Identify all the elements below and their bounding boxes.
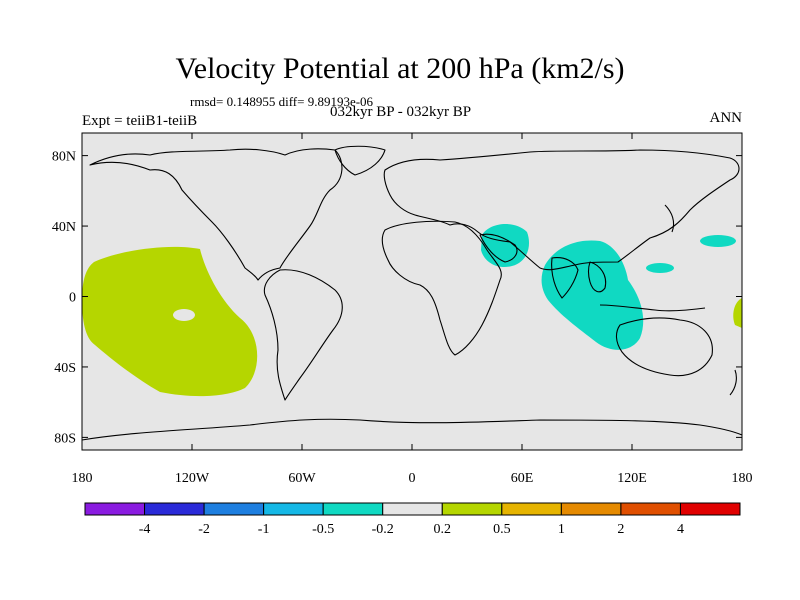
lat-tick-label: 40S (54, 361, 76, 376)
lat-tick-label: 0 (69, 291, 76, 306)
colorbar-swatch (560, 502, 622, 516)
colorbar-label: -2 (198, 522, 210, 537)
coast-southeast-asia (587, 261, 607, 293)
lon-tick-label: 60W (288, 471, 316, 486)
negative-anomaly-arabia (481, 224, 530, 268)
coast-indonesia (599, 304, 706, 312)
period-label: 032kyr BP - 032kyr BP (330, 104, 472, 120)
coast-south-america (263, 269, 343, 401)
colorbar-label: -0.2 (372, 522, 394, 537)
chart-title: Velocity Potential at 200 hPa (km2/s) (175, 52, 625, 85)
colorbar: -4 -2 -1 -0.5 -0.2 0.2 0.5 1 2 4 (84, 502, 741, 537)
negative-anomaly-north-pacific (700, 235, 736, 247)
lon-tick-label: 0 (409, 471, 416, 486)
coast-australia (615, 317, 713, 377)
negative-anomaly-indian-ocean (541, 240, 644, 350)
positive-anomaly-pacific (82, 246, 258, 397)
colorbar-label: 2 (617, 522, 624, 537)
pacific-hole (173, 309, 195, 321)
latitude-axis: 80N 40N 0 40S 80S (52, 150, 742, 446)
positive-anomaly-dateline (733, 298, 742, 328)
colorbar-swatch (322, 502, 384, 516)
coast-antarctica (82, 418, 742, 441)
stats-line: rmsd= 0.148955 diff= 9.89193e-06 (190, 94, 374, 109)
coast-africa (381, 220, 502, 356)
season-label: ANN (709, 110, 743, 126)
colorbar-label: -0.5 (312, 522, 334, 537)
longitude-axis: 180 120W 60W 0 60E 120E 180 (72, 133, 753, 486)
colorbar-swatch (501, 502, 562, 516)
coast-greenland (334, 145, 386, 176)
colorbar-label: -1 (258, 522, 270, 537)
colorbar-swatch (679, 502, 741, 516)
colorbar-swatch (203, 502, 265, 516)
coast-india (551, 257, 579, 299)
coast-arabia (479, 233, 518, 263)
colorbar-swatch (441, 502, 503, 516)
colorbar-label: 4 (677, 522, 684, 537)
lon-tick-label: 180 (732, 471, 753, 486)
colorbar-swatch (263, 502, 324, 516)
lon-tick-label: 60E (511, 471, 534, 486)
coast-north-america (89, 148, 343, 281)
colorbar-swatch (382, 502, 443, 516)
lon-tick-label: 120W (175, 471, 210, 486)
colorbar-swatch (620, 502, 681, 516)
coast-europe-asia (383, 149, 740, 271)
colorbar-label: 0.2 (434, 522, 452, 537)
colorbar-label: 0.5 (493, 522, 511, 537)
colorbar-label: -4 (139, 522, 151, 537)
lon-tick-label: 180 (72, 471, 93, 486)
colorbar-swatch (144, 502, 205, 516)
lat-tick-label: 40N (52, 220, 76, 235)
colorbar-swatch (84, 502, 146, 516)
lon-tick-label: 120E (617, 471, 647, 486)
colorbar-label: 1 (558, 522, 565, 537)
experiment-label: Expt = teiiB1-teiiB (82, 113, 198, 129)
negative-anomaly-west-pacific (646, 263, 674, 273)
lat-tick-label: 80N (52, 150, 76, 165)
coast-japan (664, 204, 675, 233)
coast-new-zealand (729, 369, 737, 396)
lat-tick-label: 80S (54, 431, 76, 446)
